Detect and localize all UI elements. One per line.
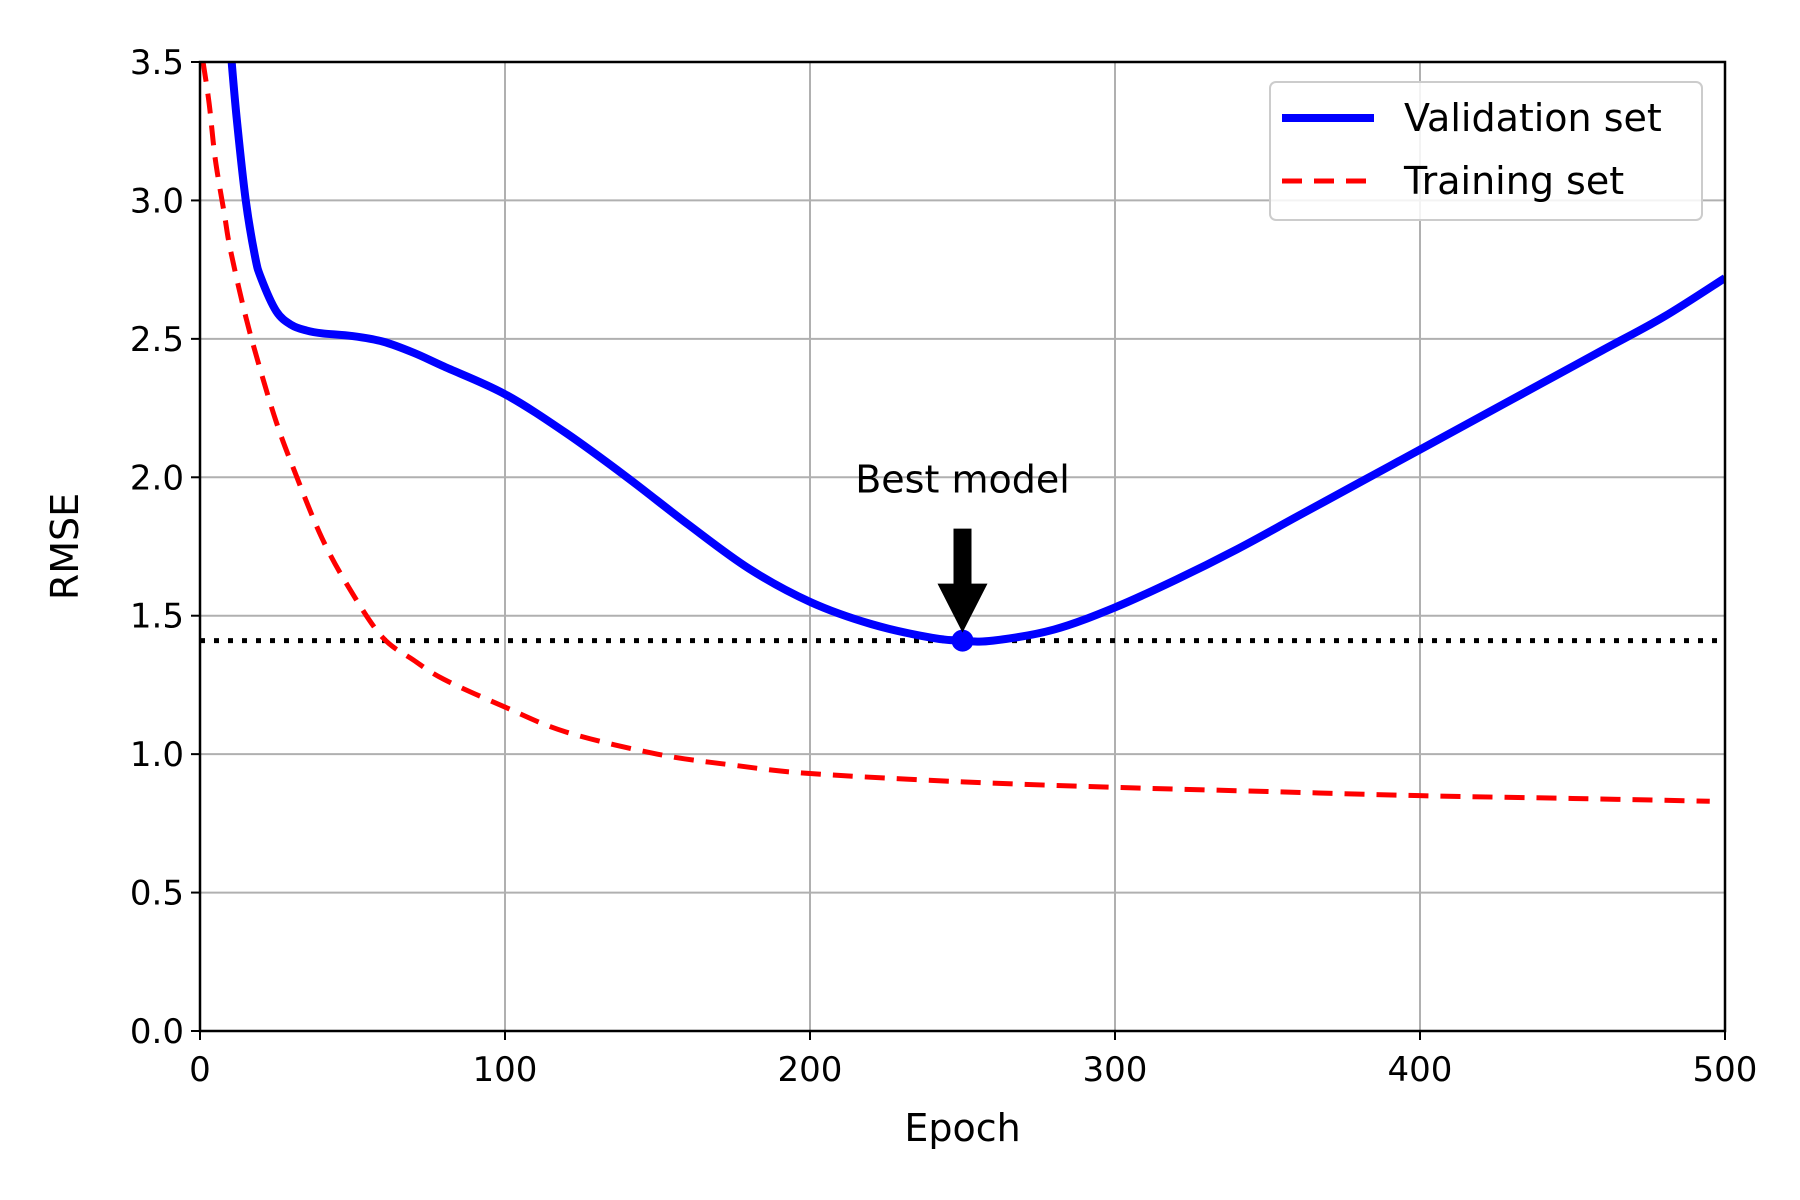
legend-label-training: Training set	[1403, 159, 1624, 203]
x-tick-label: 400	[1388, 1050, 1453, 1090]
legend-label-validation: Validation set	[1404, 96, 1662, 140]
validation-series-line	[227, 62, 1725, 646]
y-tick-label: 2.0	[130, 458, 184, 498]
training-series-line	[200, 62, 1710, 804]
x-tick-label: 100	[473, 1050, 538, 1090]
y-tick-label: 1.5	[130, 597, 184, 637]
x-axis-ticks: 0 100 200 300 400 500	[189, 1031, 1757, 1090]
x-tick-label: 500	[1693, 1050, 1758, 1090]
x-tick-label: 300	[1083, 1050, 1148, 1090]
legend: Validation set Training set	[1269, 81, 1703, 221]
y-tick-label: 3.0	[130, 181, 184, 221]
y-tick-label: 0.0	[130, 1012, 184, 1052]
legend-box	[1269, 81, 1703, 221]
x-axis-label: Epoch	[904, 1106, 1020, 1150]
best-model-arrow	[937, 528, 988, 633]
y-tick-label: 1.0	[130, 735, 184, 775]
best-model-point	[951, 629, 974, 652]
marker-group	[937, 528, 988, 652]
series-group	[200, 62, 1725, 804]
y-axis-label: RMSE	[43, 493, 87, 600]
plot-area-frame	[198, 60, 1727, 1033]
y-tick-label: 0.5	[130, 874, 184, 914]
y-tick-label: 3.5	[130, 43, 184, 83]
x-tick-label: 200	[778, 1050, 843, 1090]
best-model-annotation: Best model	[855, 458, 1070, 502]
y-axis-ticks: 0.0 0.5 1.0 1.5 2.0 2.5 3.0 3.5	[130, 43, 200, 1052]
y-tick-label: 2.5	[130, 320, 184, 360]
x-tick-label: 0	[189, 1050, 211, 1090]
